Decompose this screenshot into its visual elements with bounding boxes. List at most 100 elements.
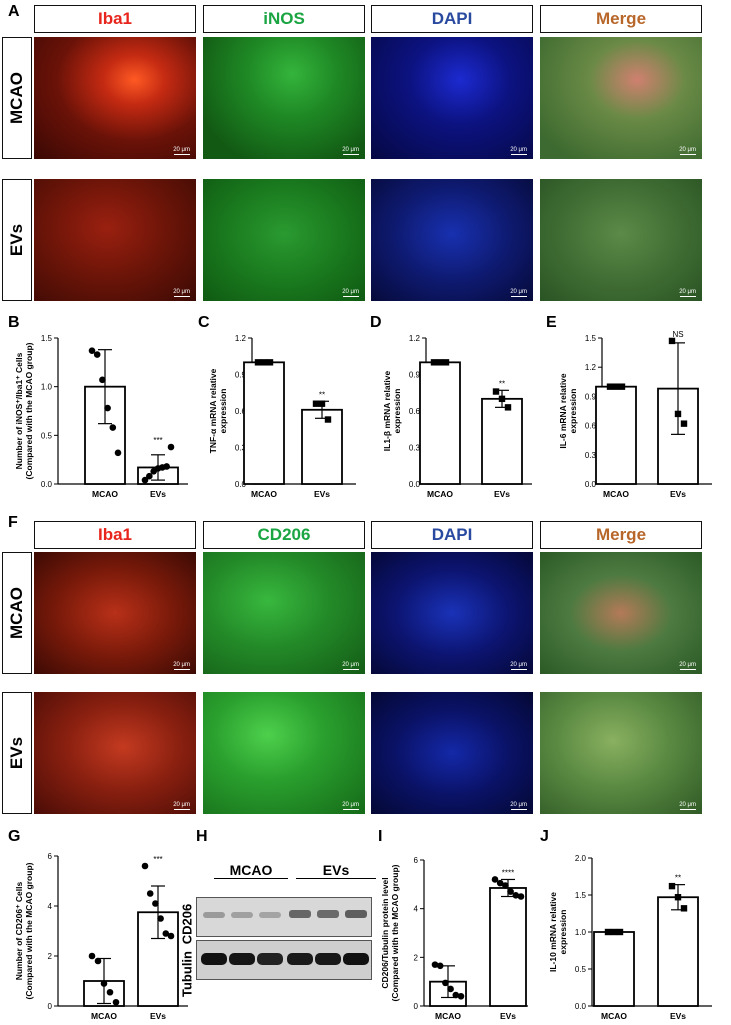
western-blot-group-labels: MCAO EVs [214, 862, 376, 882]
data-point [442, 359, 450, 366]
significance-label: ** [319, 390, 325, 399]
data-point [112, 998, 120, 1006]
wb-blot-cd206 [196, 897, 372, 937]
y-axis-label: TNF-α mRNA relative [208, 368, 218, 453]
data-point [618, 383, 626, 390]
data-point [612, 383, 620, 390]
micrograph-iba1-mcao: 20 μm [34, 37, 196, 159]
data-point [674, 894, 682, 901]
micrograph-dapi-mcao-f: 20 μm [371, 552, 533, 674]
data-point [93, 351, 101, 358]
micrograph-cd206-evs: 20 μm [203, 692, 365, 814]
data-point [88, 952, 96, 960]
y-tick-label: 0.0 [575, 1002, 587, 1011]
y-axis-label: IL-6 mRNA relative [558, 373, 568, 449]
data-point [496, 879, 504, 887]
data-point [507, 888, 514, 895]
x-tick-label: MCAO [601, 1011, 627, 1021]
data-point [260, 359, 268, 366]
y-tick-label: 0.9 [409, 371, 421, 380]
y-tick-label: 0.3 [409, 444, 421, 453]
chart-i: 0 2 4 6 CD206/Tubulin protein level (Compared… [380, 856, 528, 1021]
y-axis-label: CD206/Tubulin protein level [380, 877, 390, 988]
y-axis-label: IL-10 mRNA relative [548, 892, 558, 972]
x-tick-label: MCAO [427, 489, 453, 499]
header-merge: Merge [540, 5, 702, 33]
y-tick-label: 0.3 [585, 451, 597, 460]
data-point [512, 891, 520, 899]
micrograph-merge-mcao: 20 μm [540, 37, 702, 159]
y-tick-label: 1.2 [235, 334, 247, 343]
x-tick-label: EVs [494, 489, 510, 499]
data-point [436, 962, 444, 970]
data-point [492, 388, 500, 395]
bar [489, 887, 527, 1007]
wb-group-evs: EVs [296, 862, 376, 879]
wb-group-mcao: MCAO [214, 862, 288, 879]
y-tick-label: 0.5 [41, 431, 53, 440]
data-point [436, 359, 444, 366]
panel-label-j: J [540, 828, 549, 845]
micrograph-cd206-mcao: 20 μm [203, 552, 365, 674]
y-tick-label: 1.5 [575, 891, 587, 900]
header-cd206: CD206 [203, 521, 365, 549]
y-axis-label: expression [218, 389, 228, 434]
header-iba1-f: Iba1 [34, 521, 196, 549]
data-point [318, 400, 326, 407]
panel-label-b: B [8, 314, 20, 331]
y-tick-label: 0.0 [585, 480, 597, 489]
data-point [146, 472, 153, 480]
y-tick-label: 0.0 [235, 480, 247, 489]
y-tick-label: 0 [48, 1002, 53, 1011]
y-tick-label: 2.0 [575, 854, 587, 863]
micrograph-merge-evs-f: 20 μm [540, 692, 702, 814]
data-point [680, 420, 688, 427]
x-tick-label: EVs [670, 1011, 686, 1021]
x-tick-label: MCAO [251, 489, 277, 499]
panel-label-e: E [546, 314, 557, 331]
data-point [610, 928, 618, 936]
micrograph-merge-mcao-f: 20 μm [540, 552, 702, 674]
data-point [99, 376, 106, 384]
panel-label-g: G [8, 828, 21, 845]
data-point [114, 449, 122, 457]
data-point [141, 862, 149, 870]
y-tick-label: 4 [414, 905, 419, 914]
data-point [457, 992, 465, 1000]
panel-label-h: H [196, 828, 208, 845]
micrograph-dapi-evs-f: 20 μm [371, 692, 533, 814]
x-tick-label: MCAO [92, 489, 118, 499]
data-point [491, 876, 499, 883]
y-tick-label: 0 [414, 1002, 419, 1011]
panel-label-a: A [8, 3, 20, 20]
data-point [162, 930, 170, 937]
bar [301, 408, 343, 485]
y-tick-label: 0.9 [585, 392, 597, 401]
data-point [167, 932, 175, 940]
data-point [668, 882, 676, 890]
data-point [88, 347, 96, 354]
data-point [442, 979, 449, 987]
chart-c: 0.0 0.3 0.6 0.9 1.2 TNF-α mRNA relative expres… [208, 334, 356, 499]
significance-label: **** [502, 868, 514, 877]
data-point [452, 991, 460, 999]
row-label-evs-f: EVs [2, 692, 32, 814]
header-merge-f: Merge [540, 521, 702, 549]
row-label-mcao-f: MCAO [2, 552, 32, 674]
x-tick-label: EVs [314, 489, 330, 499]
significance-label: *** [153, 855, 162, 864]
significance-label: NS [672, 330, 683, 339]
data-point [141, 476, 149, 484]
y-tick-label: 0.6 [235, 407, 247, 416]
micrograph-merge-evs: 20 μm [540, 179, 702, 301]
data-point [498, 395, 506, 403]
y-tick-label: 2 [48, 952, 53, 961]
y-tick-label: 0.0 [409, 480, 421, 489]
x-tick-label: MCAO [603, 489, 629, 499]
data-point [167, 443, 175, 451]
chart-d: 0.0 0.3 0.6 0.9 1.2 IL1-β mRNA relative expres… [382, 334, 532, 499]
data-point [324, 416, 332, 423]
x-tick-label: EVs [670, 489, 686, 499]
y-tick-label: 1.5 [585, 334, 597, 343]
x-tick-label: MCAO [435, 1011, 461, 1021]
